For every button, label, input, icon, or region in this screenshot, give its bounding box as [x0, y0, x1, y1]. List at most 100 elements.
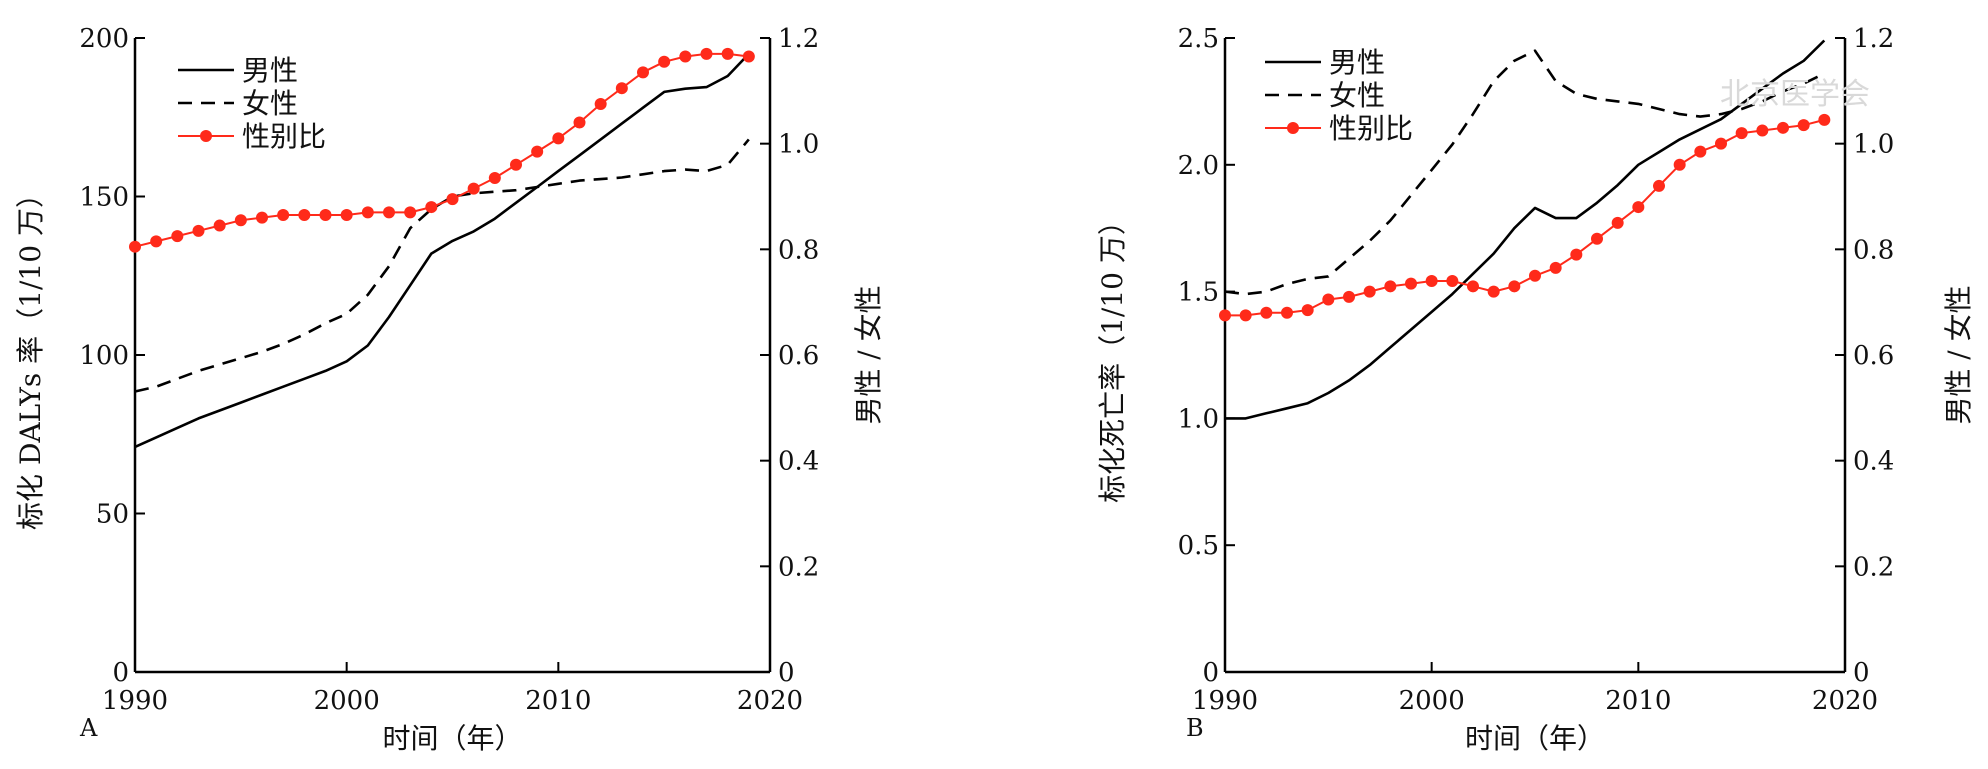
data-point	[721, 47, 734, 60]
data-point	[404, 206, 417, 219]
y2-tick-label: 1.0	[1853, 130, 1894, 160]
data-point	[425, 201, 438, 214]
y2-tick-label: 0.6	[1853, 341, 1894, 371]
y-tick-label: 50	[96, 500, 129, 530]
x-tick-label: 2000	[314, 686, 380, 716]
legend-label-3: 性别比	[1329, 112, 1413, 145]
series-line-1	[1225, 39, 1826, 420]
x-tick-label: 1990	[1192, 686, 1258, 716]
y2-tick-label: 1.2	[1853, 24, 1894, 54]
y2-tick-label: 0.8	[1853, 235, 1894, 265]
data-point	[129, 240, 141, 253]
y2-tick-label: 0.2	[1853, 552, 1894, 582]
data-point	[319, 208, 332, 221]
y-tick-label: 1.5	[1178, 278, 1219, 308]
data-point	[1694, 145, 1707, 158]
data-point	[488, 172, 501, 185]
y-tick-label: 150	[79, 183, 129, 213]
data-point	[1467, 280, 1479, 293]
y-tick-label: 0	[112, 658, 129, 688]
x-tick-label: 2020	[737, 686, 803, 716]
data-point	[1611, 216, 1624, 229]
x-axis-title: 时间（年）	[382, 722, 522, 755]
data-point	[192, 224, 205, 237]
data-point	[1363, 285, 1376, 298]
series-line-3	[134, 52, 749, 248]
data-point	[1508, 280, 1521, 293]
data-point	[1301, 304, 1314, 317]
data-point	[234, 214, 247, 227]
series-line-1	[134, 53, 750, 449]
data-point	[340, 208, 353, 221]
legend-label-2: 女性	[1329, 79, 1385, 112]
data-point	[1756, 124, 1769, 137]
data-point	[1591, 232, 1603, 245]
data-point	[256, 211, 268, 224]
x-tick-label: 2010	[525, 686, 591, 716]
y-tick-label: 0	[1202, 658, 1219, 688]
y2-tick-label: 1.0	[778, 130, 819, 160]
data-point	[1260, 306, 1273, 319]
data-point	[277, 208, 290, 221]
data-point	[573, 116, 586, 129]
data-point	[615, 82, 628, 95]
data-point	[213, 219, 226, 232]
y-tick-label: 1.0	[1178, 404, 1219, 434]
data-point	[1632, 201, 1645, 214]
watermark-text: 北京医学会	[1720, 77, 1870, 112]
legend-label-2: 女性	[242, 87, 298, 120]
data-point	[1219, 309, 1231, 322]
data-point	[1281, 306, 1293, 319]
x-tick-label: 2020	[1812, 686, 1878, 716]
y-axis-title: 标化 DALYs 率（1/10 万）	[14, 180, 47, 530]
chart-panel-a: 1990 2000 2010 202005010015020000.20.40.60.…	[14, 24, 885, 755]
panel-label: A	[79, 714, 98, 742]
y2-tick-label: 0.4	[778, 447, 819, 477]
data-point	[361, 206, 374, 219]
data-point	[171, 230, 184, 243]
legend-marker	[1287, 122, 1299, 134]
data-point	[1549, 261, 1562, 274]
y2-tick-label: 0	[1853, 658, 1870, 688]
y2-tick-label: 1.2	[778, 24, 819, 54]
y2-axis-title: 男性 / 女性	[1942, 285, 1975, 424]
data-point	[298, 208, 311, 221]
data-point	[1425, 275, 1438, 288]
data-point	[658, 55, 671, 68]
x-tick-label: 1990	[102, 686, 168, 716]
data-point	[1384, 280, 1397, 293]
y-tick-label: 200	[79, 24, 129, 54]
y2-tick-label: 0.8	[778, 235, 819, 265]
legend-label-1: 男性	[242, 54, 298, 87]
y-tick-label: 100	[79, 341, 129, 371]
data-point	[150, 235, 163, 248]
data-point	[1818, 113, 1831, 126]
data-point	[1673, 158, 1686, 171]
legend-label-1: 男性	[1329, 46, 1385, 79]
data-point	[1715, 137, 1727, 150]
data-point	[1446, 275, 1459, 288]
data-point	[1777, 121, 1789, 134]
data-point	[383, 206, 395, 219]
data-point	[1405, 277, 1417, 290]
y-tick-label: 2.5	[1178, 24, 1219, 54]
y-tick-label: 2.0	[1178, 151, 1219, 181]
data-point	[1322, 293, 1335, 306]
series-line-2	[134, 138, 750, 393]
legend-label-3: 性别比	[242, 120, 326, 153]
data-point	[446, 193, 459, 206]
y-tick-label: 0.5	[1178, 531, 1219, 561]
series-line-2	[1224, 49, 1825, 296]
legend-marker	[200, 130, 212, 142]
chart-panel-b: 1990 2000 2010 202000.51.01.52.02.500.20.40…	[1096, 24, 1975, 755]
data-point	[679, 50, 692, 63]
data-point	[637, 66, 649, 79]
data-point	[467, 182, 480, 195]
data-point	[700, 47, 713, 60]
y-axis-title: 标化死亡率（1/10 万）	[1096, 207, 1129, 503]
y2-tick-label: 0.4	[1853, 447, 1894, 477]
data-point	[510, 158, 522, 171]
x-tick-label: 2010	[1605, 686, 1671, 716]
data-point	[1570, 248, 1583, 261]
